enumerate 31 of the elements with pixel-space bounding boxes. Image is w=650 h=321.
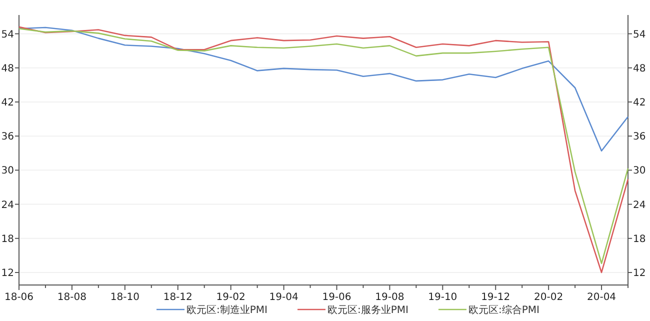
x-tick-label: 19-04 bbox=[269, 292, 298, 303]
x-tick-label: 19-08 bbox=[375, 292, 404, 303]
y-tick-label: 18 bbox=[1, 234, 14, 245]
y2-tick-label: 42 bbox=[633, 97, 646, 108]
y2-tick-label: 24 bbox=[633, 200, 646, 211]
x-tick-label: 18-12 bbox=[163, 292, 192, 303]
y2-tick-label: 12 bbox=[633, 268, 646, 279]
y2-tick-label: 30 bbox=[633, 166, 646, 177]
y2-tick-label: 36 bbox=[633, 132, 646, 143]
y-tick-label: 42 bbox=[1, 97, 14, 108]
y-tick-label: 12 bbox=[1, 268, 14, 279]
x-tick-label: 18-10 bbox=[110, 292, 140, 303]
y-tick-label: 48 bbox=[1, 63, 14, 74]
y2-tick-label: 18 bbox=[633, 234, 646, 245]
y2-tick-label: 48 bbox=[633, 63, 646, 74]
x-tick-label: 18-08 bbox=[57, 292, 86, 303]
legend-label: 欧元区:制造业PMI bbox=[186, 304, 268, 316]
y-tick-label: 30 bbox=[1, 166, 14, 177]
x-tick-label: 18-06 bbox=[4, 292, 34, 303]
legend-label: 欧元区:综合PMI bbox=[468, 304, 540, 316]
y-tick-label: 54 bbox=[1, 29, 14, 40]
x-tick-label: 20-04 bbox=[586, 292, 616, 303]
x-tick-label: 19-12 bbox=[481, 292, 510, 303]
y-tick-label: 24 bbox=[1, 200, 14, 211]
legend-label: 欧元区:服务业PMI bbox=[327, 304, 408, 316]
x-tick-label: 19-06 bbox=[322, 292, 352, 303]
y-tick-label: 36 bbox=[1, 132, 14, 143]
x-tick-label: 19-10 bbox=[428, 292, 458, 303]
x-tick-label: 20-02 bbox=[534, 292, 564, 303]
x-tick-label: 19-02 bbox=[216, 292, 246, 303]
y2-tick-label: 54 bbox=[633, 29, 646, 40]
